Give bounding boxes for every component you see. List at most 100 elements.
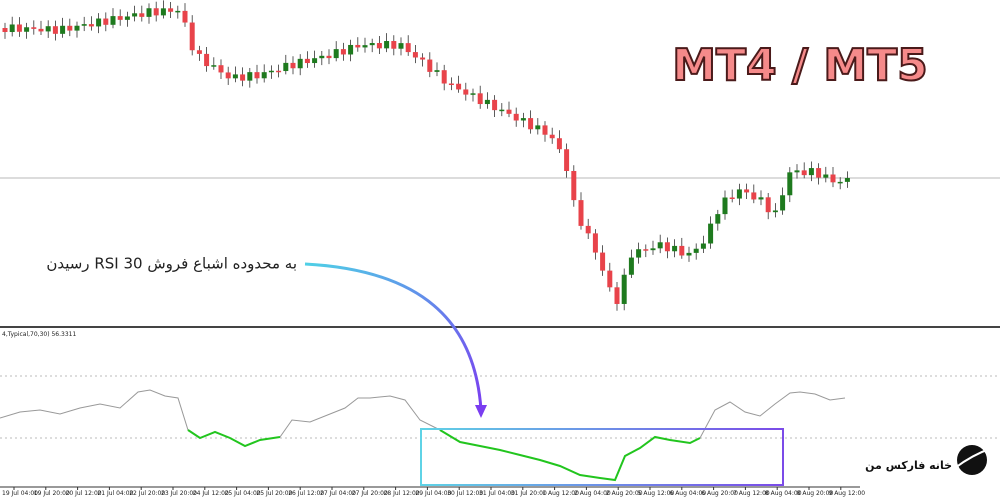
time-label: 2 Aug 20:00	[606, 490, 643, 497]
candle-body	[837, 181, 843, 184]
time-label: 9 Aug 12:00	[828, 490, 865, 497]
candle-body	[45, 26, 51, 32]
time-label: 23 Jul 20:00	[161, 490, 197, 497]
candle-body	[117, 16, 123, 20]
candle-body	[319, 55, 325, 59]
candle-body	[268, 70, 274, 73]
candle-body	[780, 195, 786, 211]
annotation-arrow	[304, 262, 483, 411]
indicator-label: 4,Typical,70,30) 56.3311	[2, 331, 76, 338]
candle-body	[549, 134, 555, 139]
candle-body	[24, 27, 30, 32]
candle-body	[348, 44, 354, 55]
candle-body	[765, 197, 771, 213]
candle-body	[736, 189, 742, 199]
candle-body	[607, 270, 613, 288]
candle-body	[196, 50, 202, 54]
candle-body	[823, 174, 829, 178]
candle-body	[340, 49, 346, 55]
candle-body	[81, 24, 87, 26]
candle-body	[304, 58, 310, 64]
time-label: 27 Jul 04:00	[320, 490, 356, 497]
candle-body	[276, 70, 282, 73]
time-label: 7 Aug 12:00	[733, 490, 770, 497]
candle-body	[592, 233, 598, 253]
time-label: 20 Jul 12:00	[66, 490, 102, 497]
candle-body	[758, 197, 764, 200]
candle-body	[463, 89, 469, 95]
candle-body	[333, 49, 339, 59]
time-label: 19 Jul 20:00	[34, 490, 70, 497]
time-label: 24 Jul 12:00	[193, 490, 229, 497]
candle-body	[506, 109, 512, 114]
candles	[2, 0, 850, 311]
candle-body	[744, 189, 750, 193]
candle-body	[693, 248, 699, 253]
time-label: 6 Aug 20:00	[701, 490, 738, 497]
candle-body	[830, 174, 836, 183]
candle-body	[542, 125, 548, 135]
candle-body	[240, 74, 246, 81]
candle-body	[571, 170, 577, 201]
candle-body	[513, 113, 519, 121]
candle-body	[247, 72, 253, 81]
logo-globe	[957, 445, 987, 475]
candle-body	[175, 10, 181, 13]
candle-body	[427, 59, 433, 72]
candle-body	[204, 53, 210, 67]
candle-body	[96, 18, 102, 27]
rsi-oversold-segment	[439, 429, 701, 482]
candle-body	[585, 225, 591, 234]
candle-body	[376, 43, 382, 49]
time-label: 8 Aug 20:00	[797, 490, 834, 497]
time-label: 26 Jul 12:00	[288, 490, 324, 497]
candle-body	[405, 43, 411, 53]
candle-body	[650, 248, 656, 251]
candle-body	[297, 58, 303, 69]
candle-body	[787, 172, 793, 196]
candle-body	[556, 138, 562, 150]
candle-body	[708, 223, 714, 244]
candle-body	[564, 149, 570, 171]
candle-body	[218, 65, 224, 73]
logo-text: خانه فارکس من	[865, 459, 952, 472]
candle-body	[715, 214, 721, 224]
time-label: 31 Jul 04:00	[479, 490, 515, 497]
time-label: 27 Jul 20:00	[352, 490, 388, 497]
candle-body	[412, 52, 418, 58]
annotation: رسیدن RSI به محدوده اشباع فروش 30	[46, 255, 297, 273]
candle-body	[672, 245, 678, 252]
candle-body	[225, 72, 231, 79]
candle-body	[355, 44, 361, 48]
arrow-head	[475, 405, 487, 418]
candle-body	[420, 57, 426, 60]
time-label: 25 Jul 04:00	[225, 490, 261, 497]
candle-body	[772, 210, 778, 213]
candle-body	[38, 28, 44, 32]
candle-body	[628, 257, 634, 275]
time-label: 21 Jul 04:00	[97, 490, 133, 497]
time-label: 30 Jul 12:00	[447, 490, 483, 497]
candle-body	[844, 178, 850, 182]
candle-body	[362, 45, 368, 48]
candle-body	[636, 249, 642, 258]
candle-body	[326, 55, 332, 59]
candle-body	[492, 99, 498, 111]
time-label: 2 Aug 04:00	[574, 490, 611, 497]
rsi-line	[0, 389, 846, 481]
time-label: 31 Jul 20:00	[511, 490, 547, 497]
candle-body	[499, 109, 505, 112]
candle-body	[261, 72, 267, 79]
time-label: 8 Aug 04:00	[765, 490, 802, 497]
candle-body	[664, 242, 670, 252]
candle-body	[31, 27, 37, 29]
time-label: 28 Jul 12:00	[384, 490, 420, 497]
candle-body	[679, 245, 685, 256]
candle-body	[232, 74, 238, 79]
candle-body	[456, 83, 462, 90]
candle-body	[74, 25, 80, 31]
candle-body	[16, 24, 22, 32]
